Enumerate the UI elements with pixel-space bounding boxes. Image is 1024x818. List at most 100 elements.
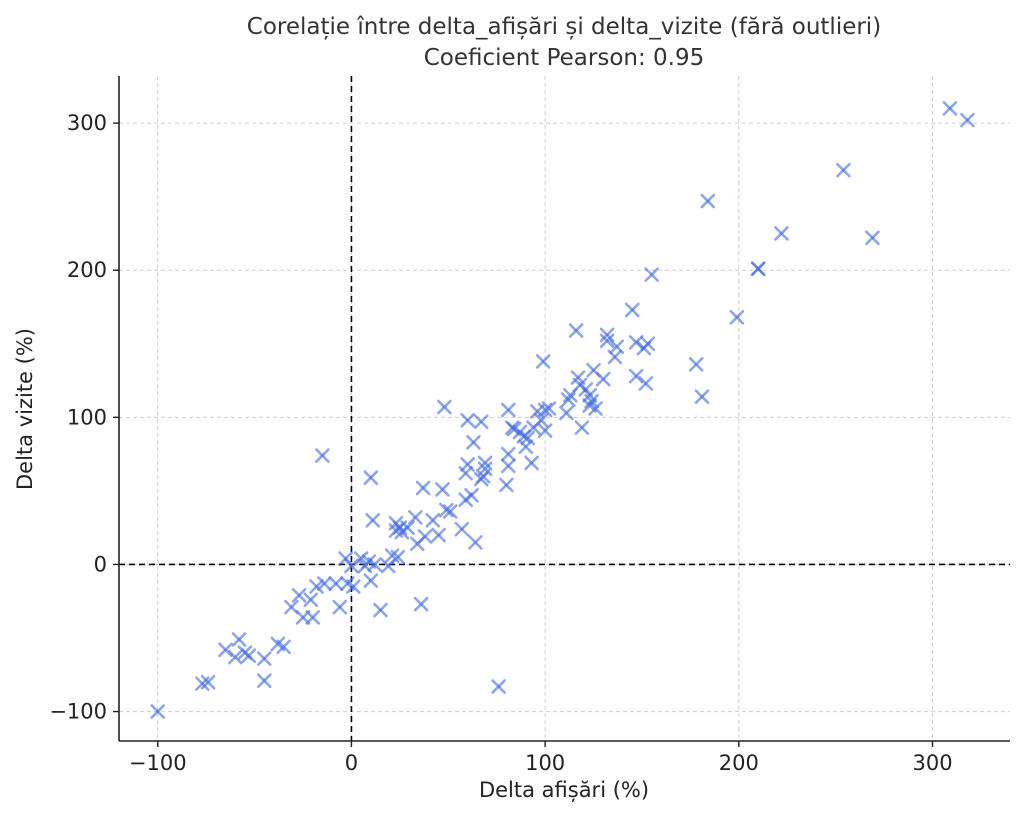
data-point	[599, 333, 615, 349]
x-tick-label: 200	[719, 751, 759, 775]
data-point	[408, 510, 423, 525]
data-point	[415, 480, 431, 496]
data-point	[241, 648, 257, 663]
axis-spines	[118, 76, 1010, 742]
data-point	[595, 371, 611, 387]
data-point	[694, 389, 710, 405]
data-point	[400, 520, 415, 535]
y-tick-label: 0	[94, 552, 107, 576]
x-tick-label: 300	[912, 751, 952, 775]
y-tick-label: 100	[67, 405, 107, 429]
data-point	[431, 527, 446, 543]
data-point	[638, 376, 654, 391]
data-point	[836, 162, 851, 178]
data-point	[609, 339, 625, 355]
data-point	[477, 461, 493, 477]
data-point	[363, 573, 379, 588]
data-point	[628, 368, 644, 384]
y-axis-ticks: −100 0 100 200 300	[49, 111, 119, 724]
data-point	[501, 402, 516, 418]
data-point	[227, 649, 243, 665]
data-point	[305, 610, 320, 625]
data-point	[688, 357, 704, 372]
data-point	[317, 576, 332, 591]
data-point	[774, 226, 789, 241]
data-point	[537, 402, 553, 418]
y-axis-label: Delta vizite (%)	[13, 328, 37, 490]
data-point	[363, 470, 379, 485]
data-point	[460, 457, 475, 472]
data-point	[960, 112, 975, 128]
data-points	[150, 101, 975, 719]
data-point	[442, 504, 458, 519]
data-point	[328, 576, 344, 591]
data-point	[417, 529, 433, 544]
data-point	[541, 401, 557, 416]
data-point	[256, 673, 272, 688]
data-point	[865, 230, 880, 246]
x-axis-label: Delta afișări (%)	[479, 778, 649, 802]
data-point	[332, 599, 348, 615]
data-point	[276, 639, 291, 655]
data-point	[640, 336, 656, 352]
data-point	[750, 261, 766, 277]
data-point	[477, 455, 493, 471]
data-point	[365, 513, 381, 528]
x-axis-ticks: −100 0 100 200 300	[129, 741, 953, 775]
data-point	[729, 309, 745, 325]
data-point	[588, 401, 603, 416]
data-point	[628, 334, 644, 350]
chart-subtitle: Coeficient Pearson: 0.95	[424, 45, 705, 71]
data-point	[303, 592, 319, 608]
data-point	[599, 327, 615, 343]
y-tick-label: 300	[67, 111, 107, 135]
data-point	[367, 557, 382, 572]
data-point	[150, 704, 166, 719]
chart-title: Corelație între delta_afișări și delta_v…	[247, 14, 881, 40]
data-point	[218, 642, 233, 658]
data-point	[439, 502, 454, 518]
y-tick-label: 200	[67, 258, 107, 282]
data-point	[501, 458, 516, 474]
data-point	[700, 193, 716, 209]
x-tick-label: −100	[129, 751, 187, 775]
data-point	[535, 354, 551, 369]
data-point	[460, 412, 475, 428]
data-point	[435, 482, 450, 497]
data-point	[309, 579, 324, 594]
data-point	[568, 323, 584, 338]
data-point	[537, 423, 553, 438]
data-point	[533, 412, 549, 428]
data-point	[231, 632, 247, 647]
data-point	[491, 679, 506, 694]
data-point	[353, 551, 369, 566]
data-point	[464, 488, 479, 503]
data-point	[200, 674, 216, 690]
data-point	[346, 579, 361, 594]
x-tick-label: 0	[345, 751, 358, 775]
data-point	[499, 477, 514, 493]
data-point	[425, 513, 441, 528]
data-point	[291, 588, 307, 603]
data-point	[524, 455, 539, 471]
data-point	[256, 651, 272, 666]
data-point	[574, 420, 590, 435]
data-point	[344, 558, 359, 574]
data-point	[466, 435, 481, 450]
data-point	[559, 405, 574, 421]
data-point	[644, 267, 659, 282]
data-point	[942, 101, 958, 116]
data-point	[413, 596, 429, 612]
data-point	[437, 399, 452, 415]
data-point	[284, 599, 299, 615]
data-point	[473, 414, 489, 430]
data-point	[468, 535, 483, 550]
zero-reference-lines	[119, 76, 1010, 741]
data-point	[390, 549, 406, 565]
data-point	[315, 448, 330, 463]
data-point	[373, 602, 388, 618]
y-tick-label: −100	[49, 700, 107, 724]
data-point	[501, 446, 516, 462]
data-point	[454, 521, 470, 537]
